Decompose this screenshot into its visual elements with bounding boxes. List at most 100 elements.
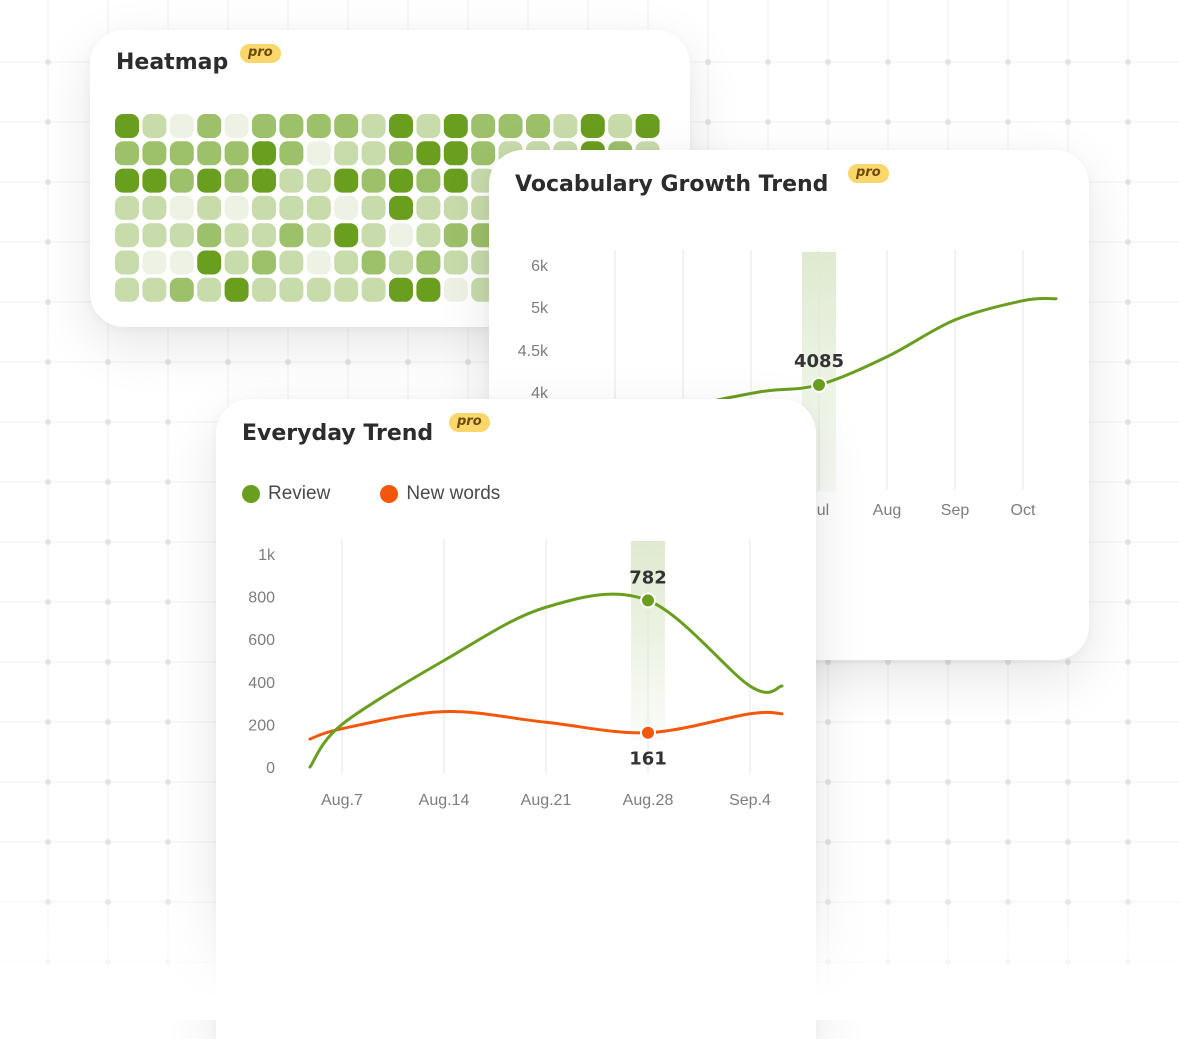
heatmap-cell [361, 223, 386, 248]
new-words-legend-label: New words [406, 483, 501, 504]
heatmap-cell [361, 114, 386, 138]
heatmap-cell [416, 195, 441, 220]
heatmap-cell [306, 141, 331, 166]
vocab-ytick-label: 4k [531, 385, 549, 402]
heatmap-pro-badge: pro [240, 44, 281, 63]
vocab-highlight-label: 4085 [794, 351, 844, 372]
heatmap-cell [416, 168, 441, 193]
heatmap-cell [115, 114, 139, 138]
heatmap-cell [361, 277, 386, 302]
review-legend-label: Review [268, 483, 331, 504]
new-words-series-line [308, 710, 784, 741]
heatmap-cell [389, 114, 413, 138]
heatmap-cell [389, 250, 413, 275]
heatmap-cell [416, 277, 441, 302]
heatmap-cell [635, 114, 660, 138]
heatmap-cell [169, 114, 194, 138]
everyday-ytick-label: 200 [248, 717, 275, 734]
everyday-xtick-label: Aug.14 [419, 792, 470, 809]
heatmap-cell [197, 168, 222, 193]
heatmap-cell [115, 277, 139, 302]
review-series-line [308, 592, 784, 769]
everyday-xtick-label: Sep.4 [729, 792, 771, 809]
heatmap-cell [443, 195, 468, 220]
vocab-series-line [677, 297, 1058, 410]
everyday-ytick-label: 800 [248, 590, 275, 607]
heatmap-cell [252, 223, 276, 248]
heatmap-cell [306, 195, 331, 220]
heatmap-cell [443, 141, 468, 166]
new-words-highlight-point [640, 724, 656, 741]
heatmap-cell [169, 277, 194, 302]
heatmap-cell [252, 114, 276, 138]
heatmap-cell [443, 223, 468, 248]
everyday-ytick-label: 600 [248, 632, 275, 649]
heatmap-cell [224, 277, 249, 302]
heatmap-cell [197, 250, 222, 275]
heatmap-cell [306, 277, 331, 302]
heatmap-cell [142, 223, 167, 248]
heatmap-cell [334, 114, 359, 138]
heatmap-cell [169, 195, 194, 220]
everyday-ytick-label: 1k [258, 547, 276, 564]
everyday-trend-title: Everyday Trend [242, 421, 434, 446]
heatmap-cell [115, 250, 139, 275]
heatmap-cell [252, 250, 276, 275]
heatmap-cell [361, 168, 386, 193]
vocab-ytick-label: 6k [531, 258, 549, 275]
vocab-growth-title: Vocabulary Growth Trend [515, 172, 829, 197]
heatmap-cell [279, 168, 304, 193]
review-legend-dot [242, 485, 260, 503]
new-words-legend-dot [380, 485, 399, 503]
everyday-xtick-label: Aug.28 [623, 792, 674, 809]
heatmap-cell [142, 168, 167, 193]
heatmap-cell [580, 114, 605, 138]
heatmap-cell [197, 195, 222, 220]
heatmap-cell [306, 223, 331, 248]
heatmap-cell [252, 277, 276, 302]
heatmap-cell [389, 141, 413, 166]
heatmap-cell [142, 277, 167, 302]
heatmap-cell [169, 168, 194, 193]
review-highlight-point [640, 592, 656, 609]
heatmap-cell [389, 168, 413, 193]
heatmap-cell [224, 195, 249, 220]
vocab-xtick-label: Sep [941, 502, 970, 519]
vocab-xtick-label: Aug [873, 502, 901, 519]
heatmap-cell [389, 195, 413, 220]
heatmap-cell [334, 277, 359, 302]
heatmap-cell [498, 114, 523, 138]
heatmap-cell [553, 114, 578, 138]
heatmap-cell [443, 114, 468, 138]
heatmap-cell [361, 141, 386, 166]
heatmap-cell [252, 168, 276, 193]
heatmap-cell [334, 250, 359, 275]
heatmap-cell [224, 168, 249, 193]
heatmap-cell [224, 141, 249, 166]
heatmap-cell [334, 195, 359, 220]
vocab-ytick-label: 5k [531, 300, 549, 317]
heatmap-cell [279, 223, 304, 248]
everyday-legend: Review New words [242, 483, 550, 505]
heatmap-cell [608, 114, 633, 138]
heatmap-cell [279, 141, 304, 166]
everyday-ytick-label: 0 [266, 760, 275, 777]
heatmap-cell [224, 223, 249, 248]
heatmap-cell [115, 168, 139, 193]
heatmap-cell [224, 250, 249, 275]
heatmap-cell [279, 250, 304, 275]
heatmap-cell [443, 168, 468, 193]
legend-item-new-words[interactable]: New words [380, 483, 500, 505]
heatmap-cell [142, 195, 167, 220]
heatmap-cell [142, 114, 167, 138]
everyday-trend-pro-badge: pro [449, 413, 490, 432]
heatmap-cell [361, 195, 386, 220]
heatmap-title: Heatmap [116, 50, 229, 75]
heatmap-cell [197, 277, 222, 302]
heatmap-cell [389, 277, 413, 302]
heatmap-cell [471, 114, 496, 138]
heatmap-cell [224, 114, 249, 138]
legend-item-review[interactable]: Review [242, 483, 330, 505]
bottom-fade [0, 880, 1179, 1020]
heatmap-cell [279, 114, 304, 138]
